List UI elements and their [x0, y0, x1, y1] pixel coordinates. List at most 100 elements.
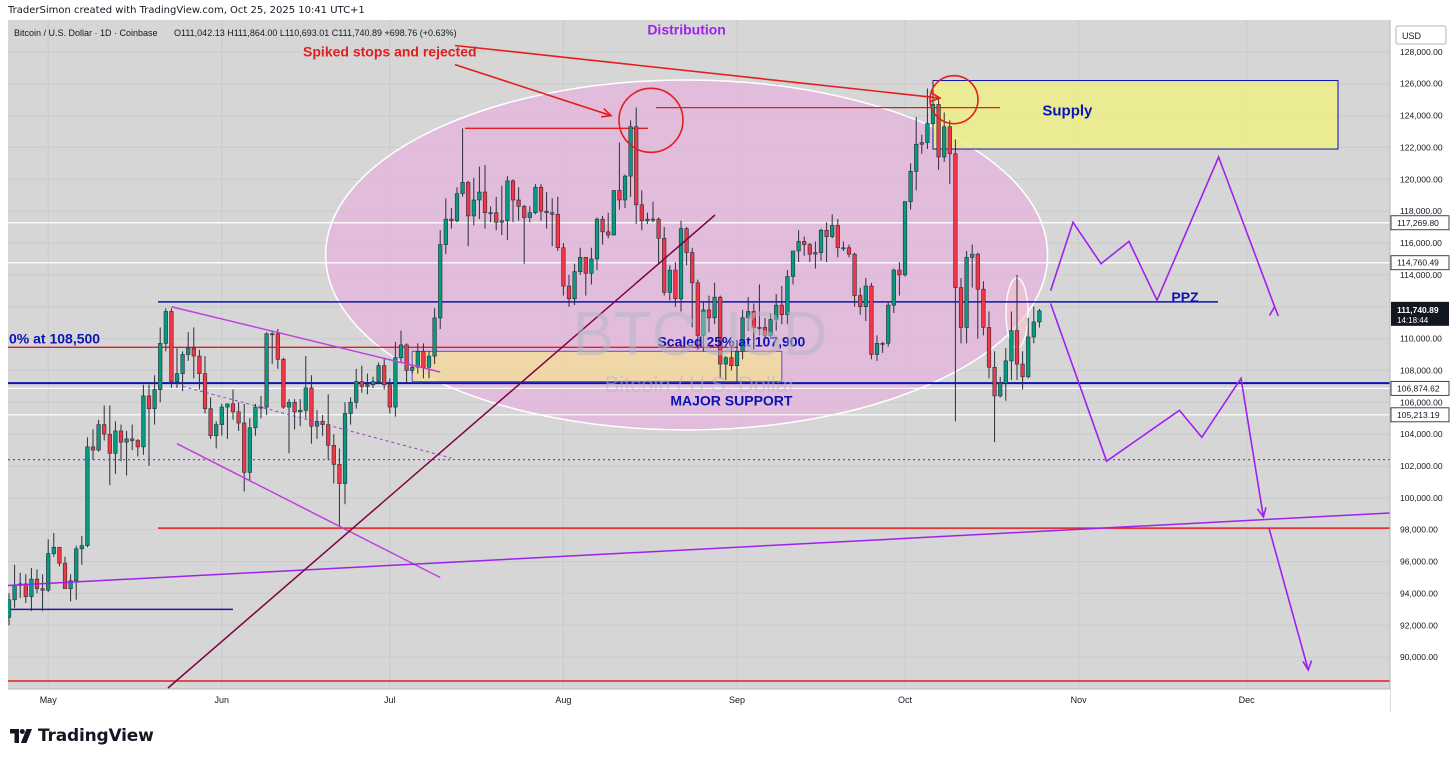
candle-body	[852, 253, 857, 296]
time-scale[interactable]	[8, 689, 1390, 712]
candle-body	[124, 438, 129, 443]
chart-texts: Distribution Spiked stops and rejected Sup…	[9, 21, 1199, 408]
y-tick-label: 92,000.00	[1400, 620, 1438, 630]
candle-body	[236, 411, 241, 424]
arrowhead-aug	[600, 108, 613, 118]
candle-body	[68, 580, 73, 589]
candle-body	[656, 218, 661, 239]
candle-body	[858, 295, 863, 308]
candle-body	[247, 427, 252, 473]
candle-body	[667, 269, 672, 293]
candle-body	[533, 186, 538, 214]
candle-body	[522, 206, 527, 218]
candle-body	[253, 406, 258, 429]
candle-body	[992, 366, 997, 397]
candle-body	[118, 430, 124, 443]
candle-body	[818, 229, 824, 253]
annotation-text: Distribution	[647, 21, 726, 37]
candle-body	[466, 182, 471, 217]
candle-body	[426, 355, 432, 368]
candle-body	[953, 153, 958, 288]
candle-body	[639, 204, 644, 221]
candle-body	[723, 357, 728, 365]
candle-body	[398, 344, 404, 358]
candle-body	[830, 225, 835, 237]
candle-body	[331, 444, 336, 465]
candle-body	[488, 212, 493, 215]
candle-body	[947, 126, 952, 155]
aug-spike-circle	[618, 87, 684, 154]
candle-body	[505, 180, 510, 222]
candle-body	[650, 218, 656, 221]
candle-body	[527, 212, 532, 218]
candle-body	[298, 409, 303, 413]
tradingview-logo-icon	[10, 729, 32, 743]
candle-body	[824, 229, 829, 237]
candle-body	[611, 190, 616, 236]
candle-body	[214, 424, 219, 437]
y-tick-label: 126,000.00	[1400, 79, 1443, 89]
candle-body	[96, 424, 101, 451]
x-axis: May Jun Jul Aug Sep Oct Nov Dec	[40, 695, 1255, 705]
price-chart[interactable]: Distribution Spiked stops and rejected Sup…	[0, 20, 1456, 712]
candle-body	[662, 237, 667, 293]
candle-body	[600, 218, 605, 233]
arrow-to-aug-spike	[454, 63, 612, 117]
candle-body	[482, 191, 488, 214]
y-tick-label: 104,000.00	[1400, 429, 1443, 439]
candle-body	[258, 406, 264, 409]
supply-zone-box	[932, 80, 1339, 150]
candle-body	[202, 373, 208, 409]
candle-body	[186, 347, 191, 355]
annotation-text: Supply	[1042, 103, 1093, 120]
candle-body	[438, 244, 443, 319]
x-tick-label: May	[40, 695, 58, 705]
x-tick-label: Jun	[215, 695, 230, 705]
candle-body	[320, 421, 325, 425]
candle-body	[914, 143, 919, 172]
y-tick-label: 108,000.00	[1400, 365, 1443, 375]
wedge-upper-line	[171, 305, 441, 373]
y-tick-label: 100,000.00	[1400, 493, 1443, 503]
currency-box[interactable]	[1395, 25, 1447, 45]
candle-body	[936, 104, 941, 158]
candle-body	[74, 548, 79, 581]
candle-body	[421, 351, 426, 368]
y-tick-label: 114,000.00	[1400, 270, 1442, 280]
candle-body	[986, 327, 992, 368]
price-tag	[1390, 407, 1450, 423]
candle-body	[981, 288, 986, 328]
candle-body	[264, 333, 269, 408]
annotation-text: 0% at 108,500	[9, 330, 100, 346]
candle-body	[908, 171, 913, 202]
x-tick-label: Nov	[1071, 695, 1088, 705]
candle-body	[460, 182, 465, 194]
candle-body	[589, 258, 594, 274]
candle-body	[146, 395, 152, 409]
candle-body	[768, 319, 773, 336]
candle-body	[790, 250, 796, 277]
candle-body	[774, 304, 779, 320]
candle-body	[673, 269, 678, 300]
candle-body	[835, 225, 840, 249]
candle-body	[891, 269, 896, 306]
candle-body	[163, 311, 168, 344]
author-credit: TraderSimon created with TradingView.com…	[8, 5, 365, 16]
candle-body	[12, 585, 17, 601]
candle-body	[958, 287, 964, 328]
tradingview-logo[interactable]: TradingView	[10, 726, 154, 746]
price-scale[interactable]	[1390, 20, 1456, 712]
x-tick-label: Oct	[898, 695, 913, 705]
arrowhead-oct	[930, 92, 942, 103]
candle-body	[701, 309, 706, 336]
candle-body	[516, 199, 521, 207]
candle-body	[158, 343, 163, 390]
candle-body	[880, 343, 885, 345]
last-price-tag	[1391, 301, 1449, 326]
watermark-name: Bitcoin / U.S. Dollar	[605, 372, 796, 397]
candle-body	[1020, 363, 1025, 378]
arrowhead-ext	[1302, 660, 1313, 672]
candle-body	[208, 408, 213, 437]
candle-body	[746, 311, 751, 319]
tradingview-wordmark: TradingView	[38, 726, 154, 746]
